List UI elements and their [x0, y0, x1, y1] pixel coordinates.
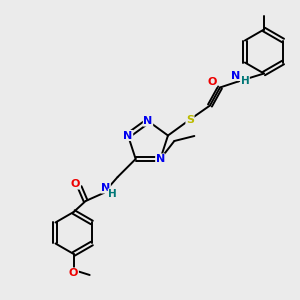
Text: O: O: [207, 76, 217, 86]
Text: O: O: [69, 268, 78, 278]
Text: H: H: [108, 189, 117, 199]
Text: O: O: [71, 179, 80, 189]
Text: N: N: [143, 116, 153, 126]
Text: N: N: [101, 183, 110, 193]
Text: S: S: [186, 115, 194, 124]
Text: N: N: [123, 130, 133, 140]
Text: N: N: [156, 154, 165, 164]
Text: N: N: [231, 70, 241, 80]
Text: H: H: [241, 76, 249, 85]
